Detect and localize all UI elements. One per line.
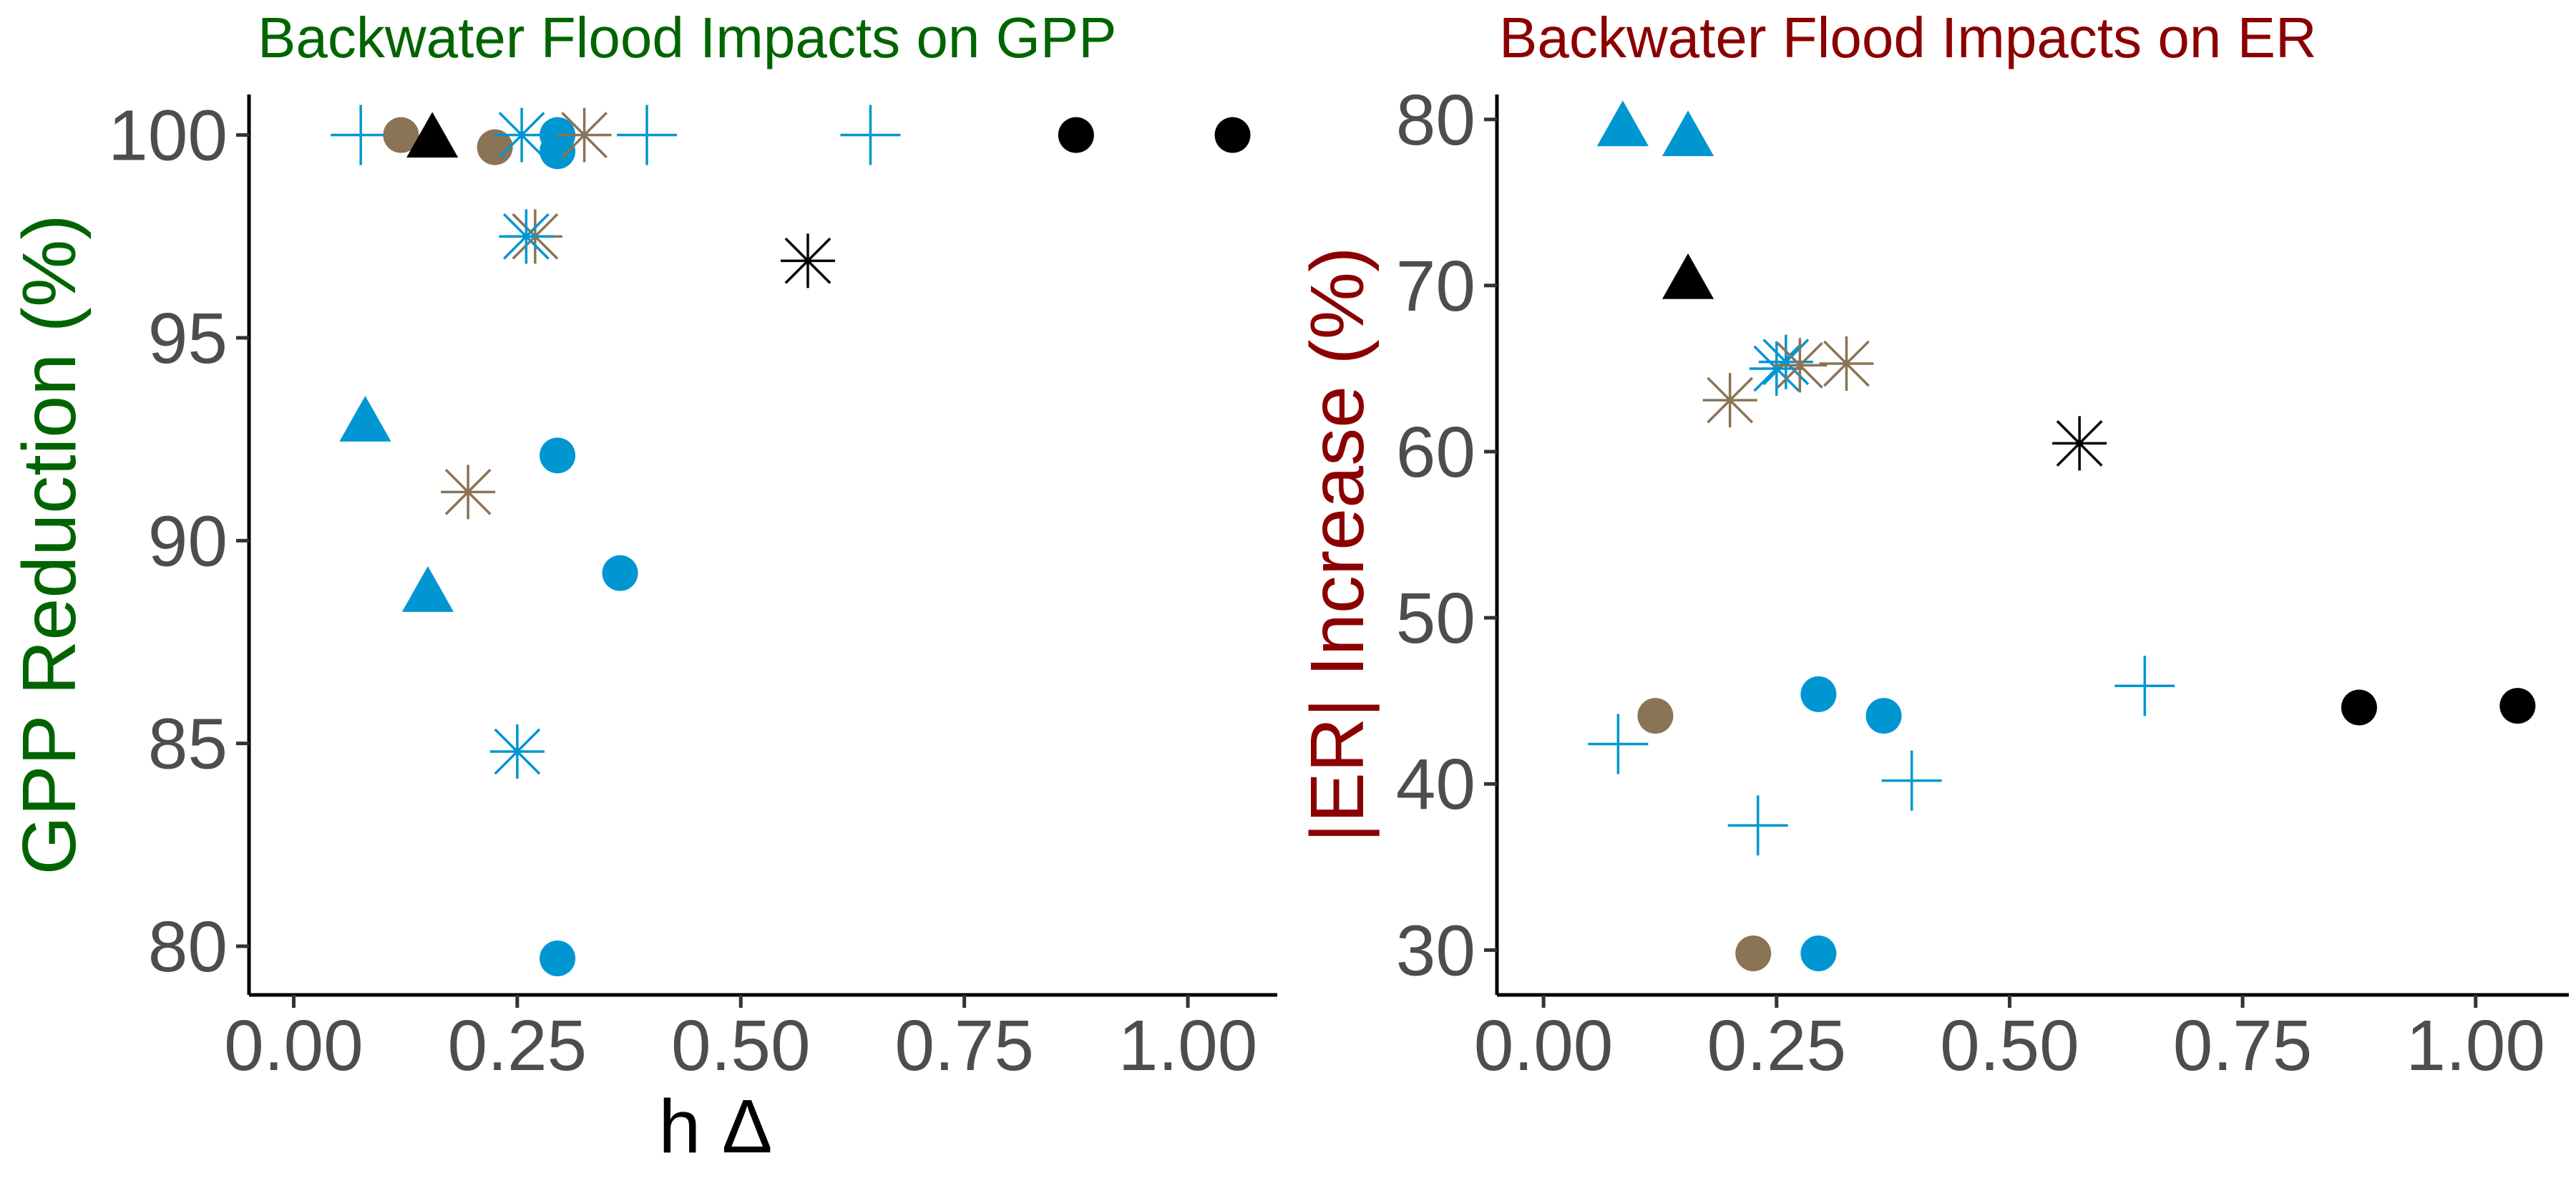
gpp-point-asterisk-4 xyxy=(494,107,550,162)
gpp-point-triangle-2 xyxy=(406,112,459,158)
gpp-point-circle-11 xyxy=(1214,117,1251,153)
gpp-point-circle-6 xyxy=(540,133,576,170)
er-y-tick-label: 50 xyxy=(1396,578,1475,658)
gpp-y-tick-label: 80 xyxy=(148,907,228,987)
gpp-y-axis-label: GPP Reduction (%) xyxy=(7,215,92,875)
gpp-x-tick-label: 0.50 xyxy=(671,1006,811,1086)
er-y-axis-label: |ER| Increase (%) xyxy=(1295,247,1380,843)
gpp-point-circle-10 xyxy=(1058,117,1094,153)
er-x-tick-label: 0.25 xyxy=(1707,1006,1846,1086)
er-point-asterisk-8 xyxy=(2052,416,2107,471)
gpp-point-triangle-19 xyxy=(401,566,454,612)
er-chart-title: Backwater Flood Impacts on ER xyxy=(1499,6,2317,69)
gpp-y-tick-label: 95 xyxy=(148,298,228,379)
gpp-points xyxy=(331,105,1251,976)
gpp-point-asterisk-14 xyxy=(780,233,835,288)
gpp-chart-title: Backwater Flood Impacts on GPP xyxy=(258,6,1117,69)
er-point-asterisk-5 xyxy=(1772,338,1828,393)
er-point-asterisk-7 xyxy=(1702,373,1757,428)
er-x-tick-label: 0.00 xyxy=(1474,1006,1614,1086)
gpp-x-tick-label: 0.25 xyxy=(448,1006,587,1086)
er-point-circle-11 xyxy=(2341,689,2377,726)
gpp-point-circle-18 xyxy=(602,555,638,591)
er-panel: Backwater Flood Impacts on ER 0.00 0.25 0.… xyxy=(1295,6,2569,1086)
gpp-point-circle-16 xyxy=(540,437,576,474)
gpp-point-asterisk-13 xyxy=(499,209,554,264)
gpp-point-circle-21 xyxy=(540,941,576,976)
gpp-y-tick-label: 100 xyxy=(108,96,228,176)
er-point-triangle-0 xyxy=(1596,100,1649,147)
er-y-tick-label: 80 xyxy=(1396,80,1475,160)
er-point-plus-15 xyxy=(1588,714,1649,774)
gpp-x-tick-label: 0.75 xyxy=(894,1006,1034,1086)
gpp-x-tick-label: 1.00 xyxy=(1118,1006,1258,1086)
gpp-point-asterisk-20 xyxy=(489,724,545,779)
er-point-circle-10 xyxy=(1800,676,1837,712)
er-point-asterisk-6 xyxy=(1819,336,1874,392)
er-point-plus-16 xyxy=(1881,750,1942,811)
er-y-tick-label: 40 xyxy=(1396,744,1475,825)
er-point-circle-12 xyxy=(2499,688,2536,724)
gpp-y-tick-label: 85 xyxy=(148,704,228,784)
gpp-point-plus-0 xyxy=(331,105,391,165)
er-x-tick-label: 0.75 xyxy=(2173,1006,2313,1086)
er-point-circle-18 xyxy=(1735,935,1772,971)
gpp-point-asterisk-7 xyxy=(557,107,612,162)
er-point-circle-13 xyxy=(1865,698,1902,734)
er-point-asterisk-4 xyxy=(1758,334,1813,389)
gpp-point-circle-3 xyxy=(477,129,513,165)
gpp-ticks: 0.00 0.25 0.50 0.75 1.00 80 85 90 95 100 xyxy=(108,96,1257,1086)
gpp-x-tick-label: 0.00 xyxy=(224,1006,364,1086)
er-y-tick-label: 60 xyxy=(1396,412,1475,492)
gpp-point-plus-8 xyxy=(617,105,678,165)
er-y-tick-label: 70 xyxy=(1396,246,1475,326)
gpp-x-axis-label: h Δ xyxy=(658,1084,772,1169)
er-x-tick-label: 0.50 xyxy=(1940,1006,2079,1086)
er-x-tick-label: 1.00 xyxy=(2406,1006,2545,1086)
gpp-point-asterisk-17 xyxy=(441,465,496,520)
gpp-y-tick-label: 90 xyxy=(148,501,228,581)
er-point-triangle-1 xyxy=(1662,110,1714,157)
er-point-asterisk-3 xyxy=(1749,341,1804,396)
er-points xyxy=(1588,100,2536,971)
gpp-panel: Backwater Flood Impacts on GPP 0.00 0.25 0… xyxy=(7,6,1277,1169)
er-point-circle-14 xyxy=(1637,698,1674,734)
er-point-circle-19 xyxy=(1800,935,1837,971)
er-point-plus-9 xyxy=(2114,656,2175,716)
gpp-point-triangle-15 xyxy=(339,396,391,442)
er-ticks: 0.00 0.25 0.50 0.75 1.00 30 40 50 60 70 80 xyxy=(1396,80,2545,1086)
er-point-plus-17 xyxy=(1727,795,1788,856)
er-y-tick-label: 30 xyxy=(1396,910,1475,991)
gpp-point-circle-1 xyxy=(383,117,419,153)
er-point-triangle-2 xyxy=(1662,253,1714,299)
gpp-point-plus-9 xyxy=(840,105,901,165)
